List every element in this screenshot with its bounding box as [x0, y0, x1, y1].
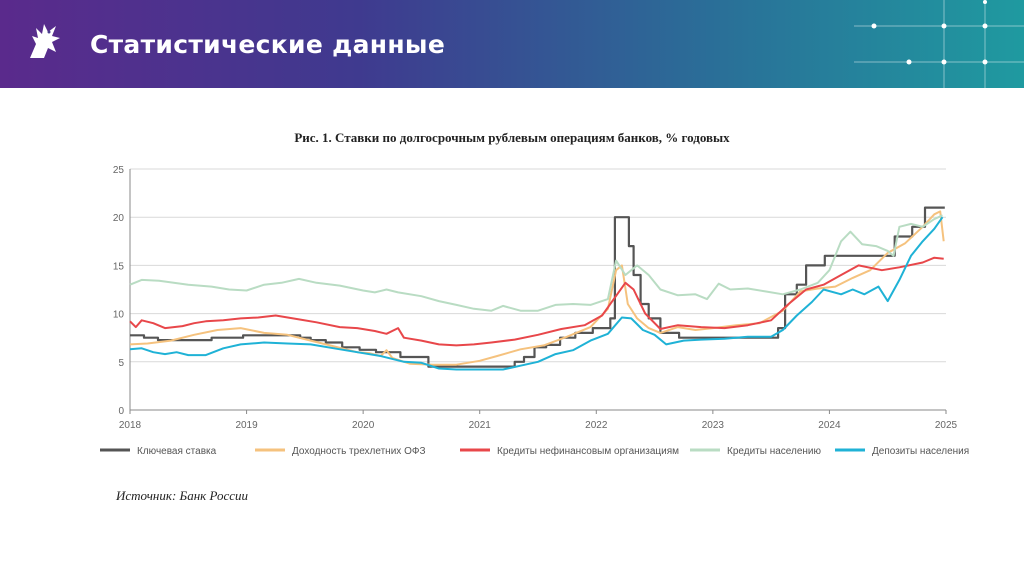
- x-tick-label: 2021: [469, 420, 492, 431]
- page-title: Статистические данные: [90, 30, 446, 59]
- x-tick-label: 2024: [818, 420, 841, 431]
- chart-source: Источник: Банк России: [116, 488, 248, 503]
- header-banner: Статистические данные: [0, 0, 1024, 88]
- chart-title: Рис. 1. Ставки по долгосрочным рублевым …: [294, 130, 730, 145]
- x-tick-label: 2020: [352, 420, 375, 431]
- legend-label: Ключевая ставка: [137, 446, 217, 457]
- series-line-3: [129, 256, 944, 347]
- y-tick-label: 20: [113, 213, 125, 224]
- series-line-5: [129, 216, 944, 371]
- x-tick-label: 2022: [585, 420, 608, 431]
- y-tick-label: 15: [113, 261, 125, 272]
- y-tick-label: 25: [113, 165, 125, 176]
- legend-label: Доходность трехлетних ОФЗ: [292, 446, 426, 457]
- decorative-grid-icon: [854, 0, 1024, 88]
- x-tick-label: 2018: [119, 420, 142, 431]
- legend-label: Депозиты населения: [872, 446, 969, 457]
- chart-legend: Ключевая ставка Доходность трехлетних ОФЗ…: [100, 445, 969, 457]
- y-tick-label: 5: [118, 358, 124, 369]
- series-line-4: [129, 214, 943, 312]
- griffin-logo-icon: [30, 24, 60, 58]
- legend-label: Кредиты нефинансовым организациям: [497, 445, 679, 457]
- x-tick-label: 2019: [235, 420, 258, 431]
- y-tick-label: 10: [113, 310, 125, 321]
- y-tick-label: 0: [118, 406, 124, 417]
- x-tick-label: 2025: [935, 420, 958, 431]
- legend-label: Кредиты населению: [727, 446, 822, 457]
- x-tick-label: 2023: [702, 420, 725, 431]
- chart-series: [129, 206, 945, 371]
